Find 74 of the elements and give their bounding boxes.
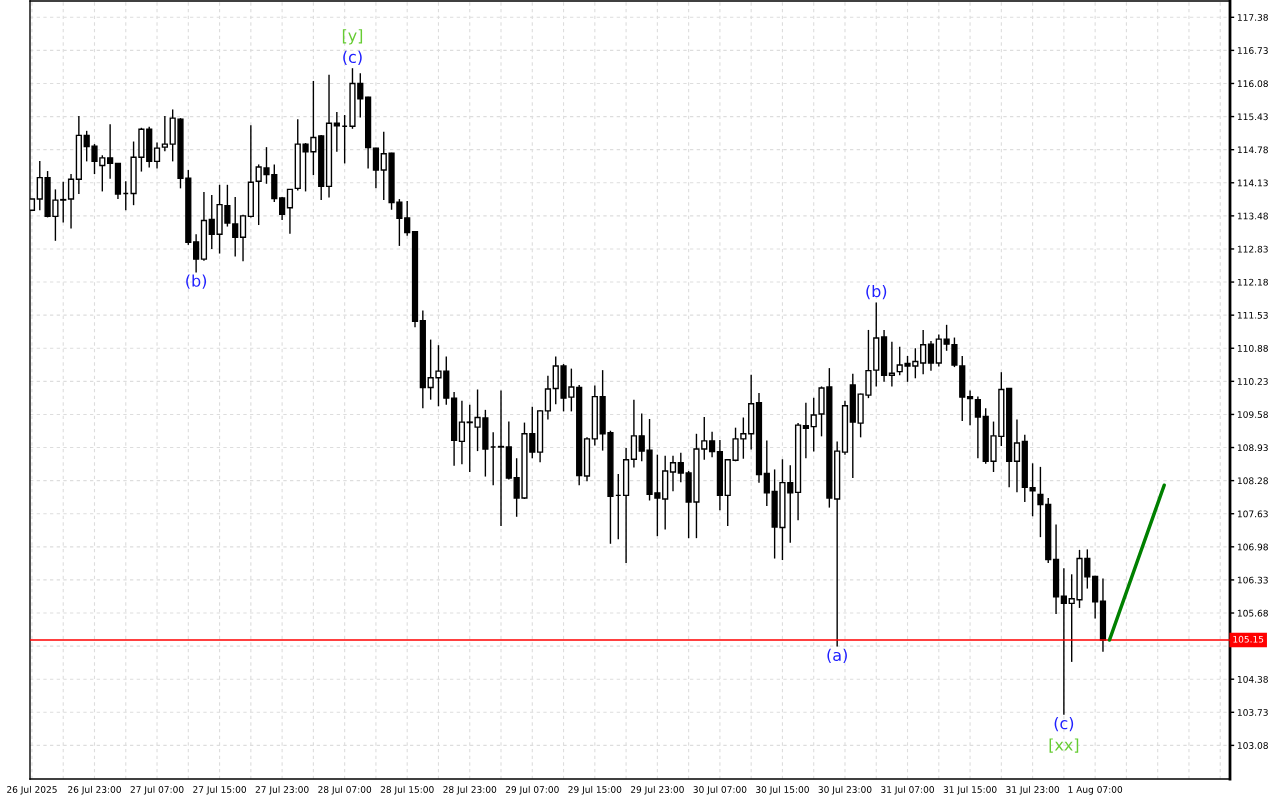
y-tick-label: 106.98 [1237,543,1268,551]
x-tick-label: 27 Jul 23:00 [255,785,309,795]
candlestick [67,173,75,230]
annotation: (b) [186,274,207,289]
x-tick-label: 28 Jul 15:00 [380,785,434,795]
y-tick-label: 110.88 [1237,344,1268,352]
x-tick-label: 28 Jul 23:00 [443,785,497,795]
candlestick [497,389,505,527]
candlestick [107,123,114,180]
y-tick-label: 107.63 [1237,510,1268,518]
candlestick [372,146,380,190]
x-tick-label: 1 Aug 07:00 [1068,786,1123,795]
y-tick-label: 108.28 [1237,477,1268,485]
annotation: (c) [343,50,362,65]
ref-line-label: 105.15 [1233,635,1264,643]
candlestick [920,329,927,375]
x-tick-label: 29 Jul 23:00 [630,785,684,795]
candlestick [677,451,684,483]
candlestick [1060,567,1067,716]
candlestick [708,431,716,458]
y-tick-label: 110.23 [1237,378,1268,385]
y-tick-label: 106.33 [1237,576,1268,584]
annotation: (c) [1054,716,1074,732]
candlestick [974,395,982,459]
candlestick [193,233,200,274]
candlestick [669,454,677,493]
y-tick-label: 103.08 [1237,742,1268,749]
y-tick-label: 113.48 [1237,212,1268,220]
y-tick-label: 104.38 [1237,675,1268,683]
y-tick-label: 112.83 [1237,245,1268,253]
candlestick [278,196,286,221]
candlestick [802,402,810,459]
y-tick-label: 114.13 [1237,179,1268,187]
candlestick [286,188,294,235]
candlestick [458,399,466,466]
x-tick-label: 29 Jul 07:00 [505,785,559,795]
y-tick-label: 117.38 [1237,14,1268,21]
y-tick-label: 111.53 [1237,311,1268,319]
annotation: [xx] [1049,738,1079,753]
candlestick [239,214,247,262]
y-tick-label: 105.68 [1237,609,1268,617]
x-tick-label: 28 Jul 07:00 [318,785,372,795]
candlestick [888,340,896,388]
candlestick [763,439,770,507]
y-tick-label: 116.73 [1237,47,1268,54]
candlestick [927,340,935,372]
y-tick-label: 108.93 [1237,444,1268,452]
candlestick [404,200,411,237]
annotation: (a) [827,648,847,663]
candlestick [153,141,161,170]
x-tick-label: 31 Jul 15:00 [943,785,997,795]
x-tick-label: 29 Jul 15:00 [568,785,622,795]
y-tick-label: 114.78 [1237,146,1268,154]
x-tick-label: 27 Jul 15:00 [193,785,247,795]
candlestick [161,115,168,152]
candlestick [544,375,552,421]
annotation: (b) [866,284,887,300]
x-tick-label: 27 Jul 07:00 [130,785,184,795]
y-tick-label: 109.58 [1237,411,1268,418]
y-tick-label: 116.08 [1237,80,1268,88]
x-tick-label: 26 Jul 2025 [7,785,57,795]
candlestick [630,398,638,469]
x-tick-label: 31 Jul 07:00 [881,785,934,795]
x-tick-label: 30 Jul 07:00 [693,785,747,795]
candlestick [1013,418,1021,494]
x-tick-label: 26 Jul 23:00 [68,785,121,795]
annotation: [y] [342,29,363,45]
x-tick-label: 30 Jul 15:00 [756,785,809,795]
y-tick-label: 112.18 [1237,278,1268,286]
y-tick-label: 103.73 [1237,709,1268,716]
candlestick [966,389,974,426]
y-tick-label: 115.43 [1237,113,1268,121]
x-tick-label: 30 Jul 23:00 [818,785,872,795]
x-tick-label: 31 Jul 23:00 [1006,785,1060,795]
